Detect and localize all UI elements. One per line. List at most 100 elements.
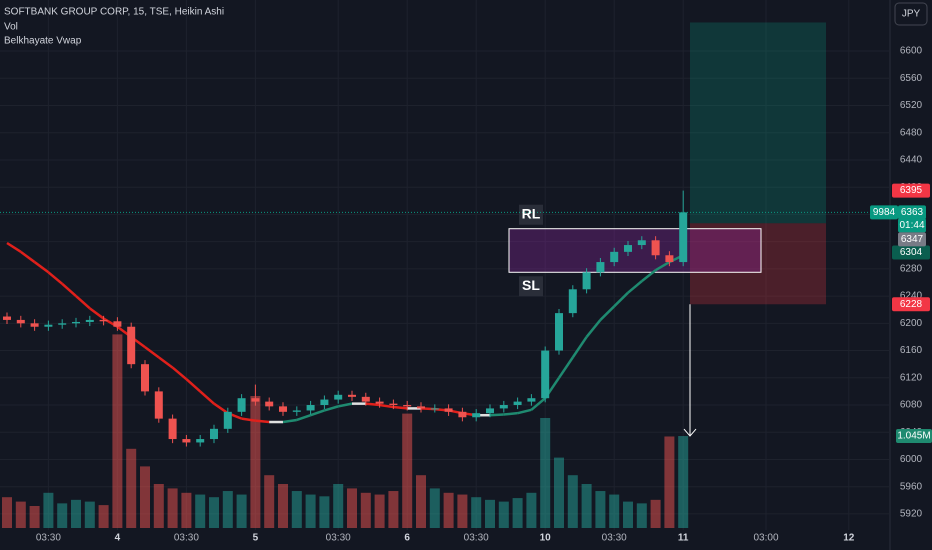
volume-bar bbox=[98, 505, 109, 528]
y-tick-label: 6440 bbox=[900, 155, 923, 166]
volume-bar bbox=[457, 494, 468, 528]
currency-label[interactable]: JPY bbox=[902, 9, 921, 20]
x-tick-label: 11 bbox=[678, 533, 689, 544]
candle-body bbox=[334, 394, 343, 400]
target-area bbox=[690, 22, 826, 224]
entry-tag-bg bbox=[898, 232, 926, 247]
volume-bar bbox=[374, 494, 385, 528]
vwap-segment bbox=[324, 405, 339, 412]
volume-bar bbox=[471, 497, 482, 528]
candle-body bbox=[555, 313, 563, 351]
indicator-label: Vol bbox=[4, 22, 18, 33]
candle-body bbox=[610, 251, 619, 263]
volume-bar bbox=[319, 496, 330, 528]
candle-body bbox=[499, 405, 508, 409]
candle-body bbox=[596, 262, 605, 273]
volume-bar bbox=[512, 498, 523, 528]
vwap-segment bbox=[20, 250, 36, 264]
volume-bar bbox=[264, 475, 275, 528]
candle-body bbox=[375, 401, 384, 404]
zone-label: RL bbox=[522, 205, 541, 221]
x-tick-label: 03:30 bbox=[326, 533, 351, 544]
vwap-segment bbox=[241, 417, 256, 422]
candle-body bbox=[30, 323, 39, 327]
volume-bar bbox=[526, 492, 537, 528]
vwap-segment bbox=[213, 402, 229, 415]
x-tick-label: 03:30 bbox=[174, 533, 199, 544]
vwap-segment bbox=[158, 356, 174, 369]
volume-bar bbox=[388, 491, 399, 528]
volume-bar bbox=[360, 492, 371, 528]
arrow-head bbox=[683, 428, 697, 437]
candle-body bbox=[127, 326, 136, 365]
currency-button[interactable] bbox=[894, 2, 928, 26]
plot bbox=[0, 0, 890, 530]
stop-area bbox=[690, 223, 826, 305]
x-tick-label: 10 bbox=[540, 533, 552, 544]
vwap-segment bbox=[282, 418, 297, 424]
volume-bar bbox=[209, 497, 219, 528]
volume-bar bbox=[333, 484, 344, 528]
zone-label: SL bbox=[522, 277, 540, 293]
candle-body bbox=[182, 439, 191, 443]
countdown-tag-bg bbox=[898, 218, 926, 233]
countdown-tag: 01:44 bbox=[899, 220, 924, 231]
candle-body bbox=[430, 408, 439, 410]
vwap-segment bbox=[89, 307, 105, 320]
y-tick-label: 6000 bbox=[900, 454, 923, 465]
indicator-label: Belkhayate Vwap bbox=[4, 36, 82, 47]
volume-bar bbox=[609, 494, 620, 528]
volume-bar bbox=[595, 491, 606, 528]
y-tick-label: 6240 bbox=[900, 291, 923, 302]
candle-body bbox=[513, 401, 522, 406]
candle-body bbox=[348, 394, 356, 397]
zone-label-bg bbox=[519, 276, 543, 297]
candle-body bbox=[403, 405, 412, 407]
vwap-segment bbox=[365, 402, 380, 407]
candle-body bbox=[44, 324, 53, 327]
volume-bar bbox=[291, 491, 302, 528]
y-tick-label: 6080 bbox=[900, 400, 923, 411]
candle-body bbox=[154, 391, 163, 419]
zone-label-bg bbox=[519, 204, 543, 225]
volume-bar bbox=[126, 448, 137, 528]
volume-tag: 1.045M bbox=[897, 431, 930, 442]
candle-body bbox=[196, 439, 205, 443]
volume-bar bbox=[57, 503, 68, 528]
x-tick-label: 5 bbox=[253, 533, 259, 544]
vwap-segment bbox=[296, 414, 312, 422]
vwap-segment bbox=[379, 403, 394, 409]
vwap-segment bbox=[61, 282, 77, 298]
volume-bar bbox=[278, 484, 288, 528]
volume-bar bbox=[84, 501, 95, 528]
candle-body bbox=[486, 408, 494, 414]
candle-body bbox=[624, 245, 632, 252]
vwap-segment bbox=[393, 405, 408, 410]
volume-bar bbox=[581, 484, 592, 528]
volume-bar bbox=[140, 466, 150, 528]
candle-body bbox=[361, 396, 370, 402]
price-tag-bg bbox=[892, 297, 930, 312]
volume-bar bbox=[195, 494, 206, 528]
volume-bar bbox=[623, 501, 633, 528]
volume-bar bbox=[567, 475, 578, 528]
price-tag: 6304 bbox=[900, 247, 923, 258]
symbol-tag-bg bbox=[870, 205, 898, 220]
candle-body bbox=[320, 399, 329, 406]
candle-body bbox=[541, 350, 550, 399]
candle-body bbox=[223, 411, 232, 429]
candle-body bbox=[582, 272, 591, 290]
entry-tag: 6347 bbox=[901, 234, 924, 245]
volume-bar bbox=[678, 436, 689, 528]
candle-body bbox=[168, 418, 177, 440]
vwap-segment bbox=[310, 409, 325, 417]
volume-bar bbox=[416, 475, 426, 528]
candle-body bbox=[16, 319, 25, 324]
vwap-segment bbox=[199, 390, 215, 405]
volume-tag-bg bbox=[896, 429, 932, 444]
vwap-segment bbox=[599, 305, 616, 321]
candle-body bbox=[251, 398, 260, 402]
volume-bar bbox=[443, 492, 454, 528]
candle-body bbox=[306, 405, 315, 411]
volume-bar bbox=[636, 503, 647, 528]
